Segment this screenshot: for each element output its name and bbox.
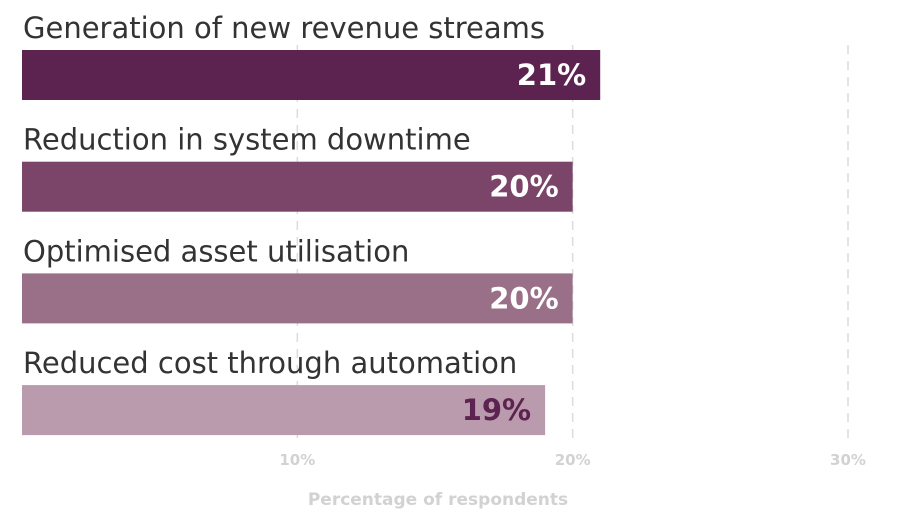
bar <box>22 385 546 436</box>
bars <box>22 50 601 436</box>
category-label: Generation of new revenue streams <box>23 11 545 45</box>
labels: Generation of new revenue streams 21% Redu… <box>23 11 586 427</box>
bar <box>22 50 601 100</box>
value-label: 19% <box>462 393 531 427</box>
value-label: 21% <box>517 58 586 92</box>
x-axis-title: Percentage of respondents <box>308 490 568 510</box>
category-label: Optimised asset utilisation <box>23 234 409 268</box>
x-tick-label: 10% <box>279 451 315 469</box>
x-axis-ticks: 10% 20% 30% <box>279 451 866 469</box>
x-tick-label: 20% <box>555 451 591 469</box>
value-label: 20% <box>489 170 558 204</box>
bar <box>22 273 573 324</box>
value-label: 20% <box>489 281 558 315</box>
gridlines <box>296 45 849 440</box>
bar <box>22 161 573 212</box>
x-tick-label: 30% <box>830 451 866 469</box>
category-label: Reduction in system downtime <box>23 123 471 157</box>
category-label: Reduced cost through automation <box>23 346 517 380</box>
